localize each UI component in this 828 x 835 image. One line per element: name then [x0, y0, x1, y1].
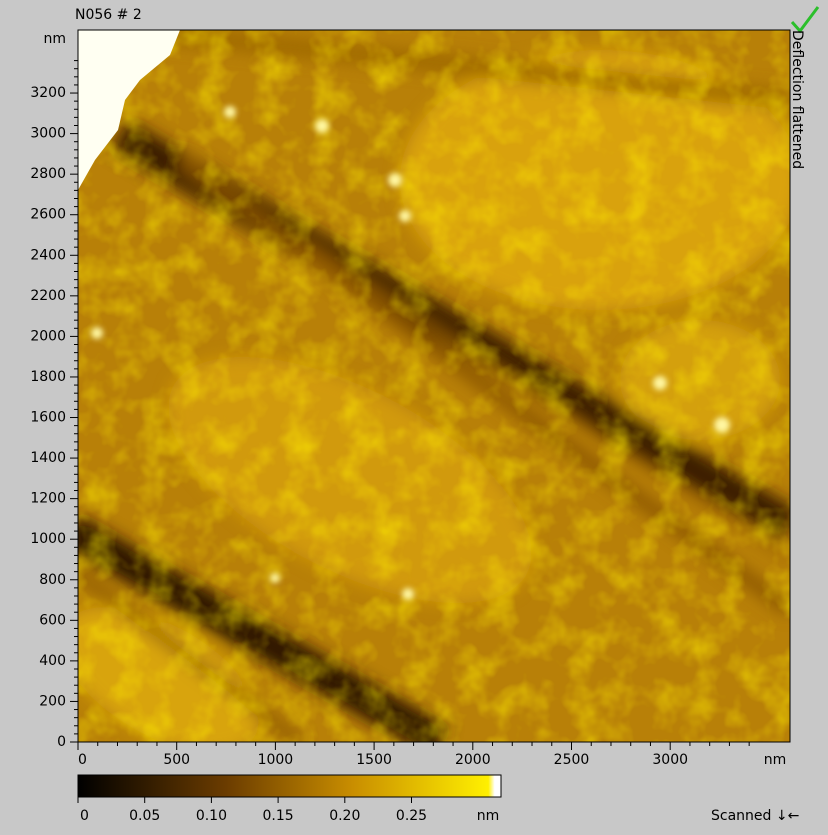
- y-tick-label: 1000: [30, 531, 66, 547]
- colorbar-tick-label: 0.20: [329, 808, 360, 824]
- scan-window: N056 # 2 Deflection flattened Scanned ↓←…: [0, 0, 828, 835]
- channel-label: Deflection flattened: [789, 30, 805, 169]
- x-tick-label: 500: [163, 752, 190, 768]
- y-tick-label: 3000: [30, 126, 66, 142]
- x-tick-label: 0: [78, 752, 87, 768]
- colorbar-tick-label: 0.25: [396, 808, 427, 824]
- colorbar: [78, 775, 501, 797]
- y-tick-label: 2400: [30, 247, 66, 263]
- y-tick-label: 2200: [30, 288, 66, 304]
- colorbar-tick-label: 0.05: [129, 808, 160, 824]
- x-tick-label: 1000: [258, 752, 294, 768]
- y-unit: nm: [43, 31, 66, 47]
- afm-image: [37, 30, 800, 783]
- y-tick-label: 200: [39, 693, 66, 709]
- y-tick-label: 800: [39, 572, 66, 588]
- colorbar-tick-label: 0: [80, 808, 89, 824]
- x-unit: nm: [764, 752, 787, 768]
- y-tick-label: 1200: [30, 491, 66, 507]
- scan-title: N056 # 2: [75, 7, 142, 23]
- y-tick-label: 1400: [30, 450, 66, 466]
- y-tick-label: 600: [39, 612, 66, 628]
- y-tick-label: 1600: [30, 410, 66, 426]
- colorbar-tick-label: 0.10: [196, 808, 227, 824]
- y-tick-label: 1800: [30, 369, 66, 385]
- y-tick-label: 3200: [30, 85, 66, 101]
- y-tick-label: 2800: [30, 166, 66, 182]
- scan-status: Scanned ↓←: [711, 808, 799, 824]
- y-tick-label: 2000: [30, 328, 66, 344]
- x-tick-label: 3000: [652, 752, 688, 768]
- x-tick-label: 2500: [554, 752, 590, 768]
- y-tick-label: 400: [39, 653, 66, 669]
- colorbar-tick-label: 0.15: [263, 808, 294, 824]
- y-tick-label: 0: [57, 734, 66, 750]
- x-tick-label: 1500: [356, 752, 392, 768]
- y-tick-label: 2600: [30, 207, 66, 223]
- x-tick-label: 2000: [455, 752, 491, 768]
- colorbar-unit: nm: [477, 808, 500, 824]
